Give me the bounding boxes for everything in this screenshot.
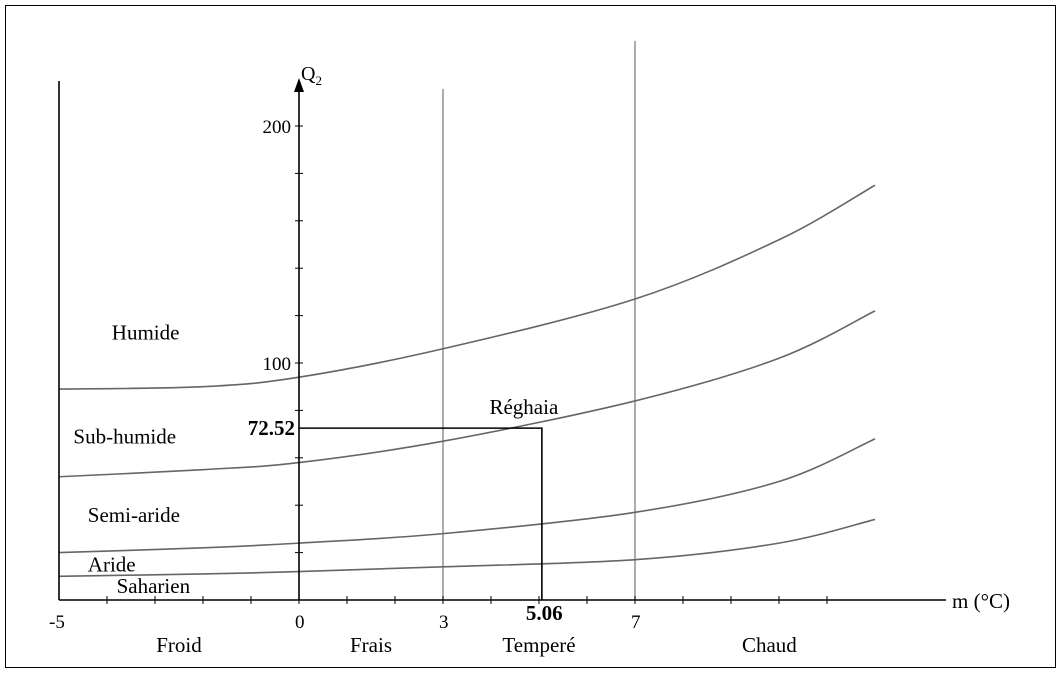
zone-boundary-curve-2	[58, 310, 876, 478]
x-tick-label: 0	[295, 612, 305, 633]
temperature-class-temperé: Temperé	[502, 633, 575, 657]
station-q2-value: 72.52	[248, 416, 295, 440]
x-tick-label: -5	[49, 612, 65, 633]
emberger-climagram: -5 0 3 7 200 100 Q2 m (°C) Humide Sub-humide S…	[49, 41, 1010, 657]
zone-boundary-curves	[58, 184, 876, 578]
zone-boundary-curve-4	[58, 518, 876, 578]
station-marker: Réghaia 72.52 5.06	[248, 395, 563, 625]
y-axis-ticks: 200 100	[263, 117, 303, 554]
station-name-label: Réghaia	[489, 395, 558, 419]
x-axis-label: m (°C)	[952, 589, 1010, 613]
zone-label-aride: Aride	[88, 553, 136, 577]
y-tick-label: 100	[263, 354, 292, 375]
temperature-class-chaud: Chaud	[742, 633, 797, 657]
axes: -5 0 3 7 200 100	[49, 78, 946, 633]
y-tick-label: 200	[263, 117, 292, 138]
station-guide-lines	[299, 427, 543, 600]
zone-boundary-curve-1	[58, 184, 876, 390]
temperature-class-frais: Frais	[350, 633, 392, 657]
zone-label-humide: Humide	[112, 320, 180, 344]
chart-labels: Q2 m (°C) Humide Sub-humide Semi-aride Arid…	[73, 63, 1010, 657]
x-tick-label: 7	[631, 612, 641, 633]
x-tick-label: 3	[439, 612, 449, 633]
zone-boundary-curve-3	[58, 438, 876, 554]
y-axis-arrow	[294, 78, 304, 92]
temperature-dividers	[442, 41, 636, 600]
temperature-class-froid: Froid	[156, 633, 202, 657]
zone-label-sub-humide: Sub-humide	[73, 425, 176, 449]
y-axis-label: Q2	[301, 63, 322, 88]
zone-label-saharien: Saharien	[117, 574, 191, 598]
station-m-value: 5.06	[526, 601, 563, 625]
chart-frame: -5 0 3 7 200 100 Q2 m (°C) Humide Sub-humide S…	[5, 5, 1056, 668]
x-axis-ticks: -5 0 3 7	[49, 596, 828, 633]
zone-label-semi-aride: Semi-aride	[88, 503, 180, 527]
